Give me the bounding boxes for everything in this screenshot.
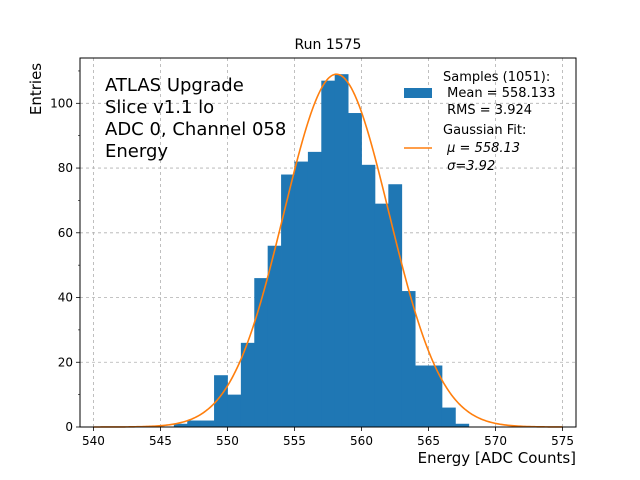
y-tick-label: 0 — [65, 420, 73, 434]
x-tick-label: 565 — [417, 434, 440, 448]
histogram-bar — [334, 74, 349, 428]
histogram-bar — [214, 375, 228, 427]
histogram-bar — [428, 365, 443, 427]
x-tick-label: 540 — [82, 434, 105, 448]
legend-fit-line-3: σ=3.92 — [443, 159, 495, 174]
y-tick-label: 60 — [58, 226, 73, 240]
histogram-bar — [388, 184, 403, 427]
histogram-bar — [227, 394, 242, 427]
x-axis-ticks: 540 545 550 555 560 565 570 575 — [82, 427, 574, 448]
histogram-bar — [267, 245, 282, 427]
x-tick-label: 545 — [149, 434, 172, 448]
x-tick-label: 555 — [283, 434, 306, 448]
annotation-line-2: Slice v1.1 lo — [105, 97, 214, 118]
histogram-bar — [200, 420, 215, 427]
annotation-line-3: ADC 0, Channel 058 — [105, 119, 286, 140]
x-tick-label: 570 — [484, 434, 507, 448]
legend-samples-swatch — [404, 88, 432, 98]
x-tick-label: 575 — [551, 434, 574, 448]
histogram-bar — [401, 291, 416, 427]
annotation-line-1: ATLAS Upgrade — [105, 75, 244, 96]
y-axis-ticks: 0 20 40 60 80 100 — [50, 70, 80, 434]
gaussian-fit — [93, 73, 563, 428]
histogram-bar — [294, 161, 309, 427]
histogram-bar — [441, 407, 456, 427]
legend-samples-line-1: Samples (1051): — [443, 70, 550, 85]
x-axis-label: Energy [ADC Counts] — [418, 449, 576, 467]
histogram-bar — [240, 342, 255, 427]
histogram-bar — [348, 113, 362, 428]
histogram-bar — [415, 365, 429, 427]
histogram-bars — [173, 74, 470, 428]
histogram-bar — [307, 151, 322, 428]
legend-samples-line-2: Mean = 558.133 — [443, 86, 555, 101]
plot-frame — [79, 57, 577, 428]
legend-fit-line-2: μ = 558.13 — [443, 141, 520, 156]
histogram-bar — [281, 174, 295, 427]
histogram-bar — [187, 420, 202, 427]
y-axis-label: Entries — [27, 63, 45, 115]
histogram-bar — [374, 203, 389, 427]
x-tick-label: 560 — [350, 434, 373, 448]
legend: Samples (1051): Mean = 558.133 RMS = 3.9… — [404, 70, 555, 174]
x-tick-label: 550 — [216, 434, 239, 448]
gaussian-fit-line — [93, 73, 563, 428]
histogram-bar — [173, 423, 188, 427]
histogram-bar — [361, 164, 376, 427]
y-tick-label: 20 — [58, 355, 73, 369]
y-tick-label: 40 — [58, 291, 73, 305]
chart-title: Run 1575 — [295, 37, 362, 53]
histogram-bar — [455, 423, 470, 427]
histogram-bar — [321, 80, 336, 427]
y-tick-label: 80 — [58, 161, 73, 175]
legend-fit-line-1: Gaussian Fit: — [443, 123, 526, 138]
y-tick-label: 100 — [50, 96, 73, 110]
legend-samples-line-3: RMS = 3.924 — [443, 103, 532, 118]
histogram-bar — [254, 278, 269, 427]
annotation-text: ATLAS Upgrade Slice v1.1 lo ADC 0, Chann… — [105, 75, 286, 162]
annotation-line-4: Energy — [105, 141, 168, 162]
